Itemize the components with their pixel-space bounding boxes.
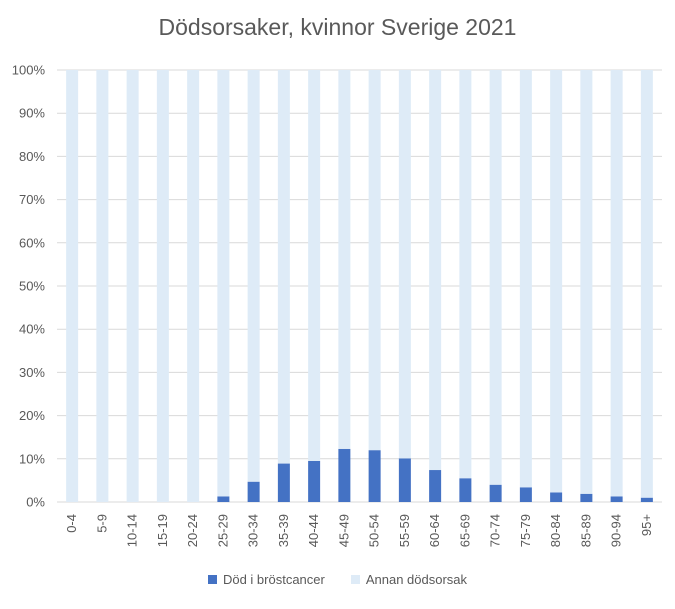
bar-other-cause	[580, 70, 593, 494]
bar-breast-cancer	[368, 450, 381, 502]
x-tick-label: 40-44	[306, 514, 321, 547]
bar-other-cause	[126, 70, 139, 502]
bar-breast-cancer	[308, 460, 321, 502]
bar-breast-cancer	[429, 470, 442, 502]
bar-breast-cancer	[550, 492, 563, 502]
legend-item-breast-cancer: Död i bröstcancer	[207, 572, 325, 587]
x-tick-label: 55-59	[397, 514, 412, 547]
y-tick-label: 70%	[19, 192, 45, 207]
bar-other-cause	[187, 70, 200, 502]
y-tick-label: 60%	[19, 235, 45, 250]
bar-breast-cancer	[277, 463, 290, 502]
bar-breast-cancer	[338, 448, 351, 502]
y-tick-label: 10%	[19, 451, 45, 466]
y-tick-label: 20%	[19, 408, 45, 423]
bar-breast-cancer	[459, 478, 472, 502]
bar-other-cause	[429, 70, 442, 471]
bar-other-cause	[66, 70, 79, 502]
bar-other-cause	[96, 70, 109, 502]
x-tick-label: 70-74	[488, 514, 503, 547]
bar-other-cause	[308, 70, 321, 461]
bar-other-cause	[398, 70, 411, 459]
y-tick-label: 40%	[19, 322, 45, 337]
legend-label-other-cause: Annan dödsorsak	[365, 572, 468, 587]
bar-breast-cancer	[247, 481, 260, 502]
x-tick-label: 45-49	[336, 514, 351, 547]
x-tick-label: 10-14	[125, 514, 140, 547]
bar-other-cause	[519, 70, 532, 488]
y-tick-label: 100%	[12, 63, 46, 78]
x-tick-label: 25-29	[215, 514, 230, 547]
bar-breast-cancer	[489, 484, 502, 502]
bar-other-cause	[489, 70, 502, 485]
bar-breast-cancer	[640, 497, 653, 502]
bar-other-cause	[338, 70, 351, 449]
x-tick-label: 35-39	[276, 514, 291, 547]
chart-legend: Död i bröstcancer Annan dödsorsak	[0, 572, 675, 587]
bar-other-cause	[156, 70, 169, 502]
bar-other-cause	[277, 70, 290, 464]
chart-title: Dödsorsaker, kvinnor Sverige 2021	[158, 14, 517, 40]
x-tick-label: 20-24	[185, 514, 200, 547]
y-tick-label: 80%	[19, 149, 45, 164]
legend-swatch-breast-cancer	[207, 575, 217, 584]
bar-breast-cancer	[580, 493, 593, 502]
y-tick-label: 90%	[19, 106, 45, 121]
bar-breast-cancer	[519, 487, 532, 502]
legend-item-other-cause: Annan dödsorsak	[350, 572, 468, 587]
x-tick-label: 95+	[639, 514, 654, 536]
bar-breast-cancer	[217, 496, 230, 502]
x-tick-label: 85-89	[578, 514, 593, 547]
x-tick-label: 50-54	[367, 514, 382, 547]
bar-breast-cancer	[398, 458, 411, 502]
legend-swatch-other-cause	[350, 575, 360, 584]
bar-other-cause	[459, 70, 472, 479]
bar-other-cause	[217, 70, 230, 497]
bar-other-cause	[550, 70, 563, 493]
x-tick-label: 30-34	[246, 514, 261, 547]
x-tick-label: 5-9	[94, 514, 109, 533]
x-tick-label: 60-64	[427, 514, 442, 547]
x-tick-label: 0-4	[64, 514, 79, 533]
bar-other-cause	[368, 70, 381, 451]
x-tick-label: 80-84	[548, 514, 563, 547]
y-tick-label: 0%	[26, 495, 45, 510]
y-tick-label: 50%	[19, 279, 45, 294]
x-tick-label: 90-94	[609, 514, 624, 547]
bar-breast-cancer	[610, 496, 623, 502]
x-tick-label: 75-79	[518, 514, 533, 547]
bar-other-cause	[247, 70, 260, 482]
legend-label-breast-cancer: Död i bröstcancer	[222, 572, 325, 587]
x-tick-label: 65-69	[457, 514, 472, 547]
y-tick-label: 30%	[19, 365, 45, 380]
bar-other-cause	[610, 70, 623, 497]
bar-other-cause	[640, 70, 653, 498]
x-tick-label: 15-19	[155, 514, 170, 547]
